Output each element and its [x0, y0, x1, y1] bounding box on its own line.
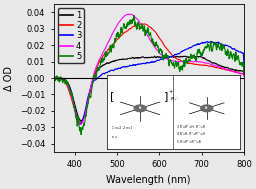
Legend: 1, 2, 3, 4, 5: 1, 2, 3, 4, 5 [58, 8, 84, 63]
1 [102, 64, 105, 66]
4 [217, 66, 220, 68]
2 [73, 107, 76, 110]
3 [134, 64, 137, 66]
4 [73, 106, 76, 108]
1 [242, 73, 246, 76]
2 [102, 54, 105, 57]
1 [217, 64, 220, 67]
4 [196, 60, 199, 63]
4 [188, 60, 191, 62]
1 [196, 55, 199, 58]
3 [102, 72, 105, 74]
Line: 1: 1 [54, 56, 244, 121]
3 [52, 77, 55, 79]
5 [102, 59, 105, 61]
4 [102, 51, 105, 53]
1 [188, 56, 191, 58]
2 [217, 67, 220, 69]
1 [184, 55, 187, 57]
5 [52, 76, 55, 79]
5 [188, 60, 191, 62]
1 [52, 77, 55, 79]
3 [205, 40, 208, 43]
5 [134, 21, 137, 23]
3 [217, 41, 220, 44]
2 [52, 77, 55, 79]
2 [139, 22, 142, 25]
3 [196, 43, 199, 45]
3 [188, 47, 191, 49]
4 [79, 123, 82, 125]
3 [73, 105, 76, 107]
X-axis label: Wavelength (nm): Wavelength (nm) [106, 175, 191, 185]
3 [242, 63, 246, 65]
4 [52, 77, 55, 79]
Line: 2: 2 [54, 24, 244, 122]
1 [73, 101, 76, 104]
2 [79, 121, 82, 124]
5 [242, 72, 246, 74]
5 [80, 133, 83, 136]
2 [188, 62, 191, 65]
3 [78, 123, 81, 125]
1 [79, 120, 82, 122]
Y-axis label: Δ OD: Δ OD [4, 66, 14, 91]
Line: 3: 3 [54, 42, 244, 124]
Line: 4: 4 [54, 14, 244, 124]
4 [134, 16, 137, 19]
4 [128, 13, 131, 15]
5 [132, 14, 135, 17]
2 [134, 25, 137, 27]
5 [196, 53, 199, 55]
2 [196, 63, 199, 66]
5 [73, 106, 76, 108]
2 [242, 75, 246, 77]
4 [242, 75, 246, 77]
Line: 5: 5 [54, 15, 244, 135]
1 [134, 57, 137, 59]
5 [217, 45, 220, 48]
